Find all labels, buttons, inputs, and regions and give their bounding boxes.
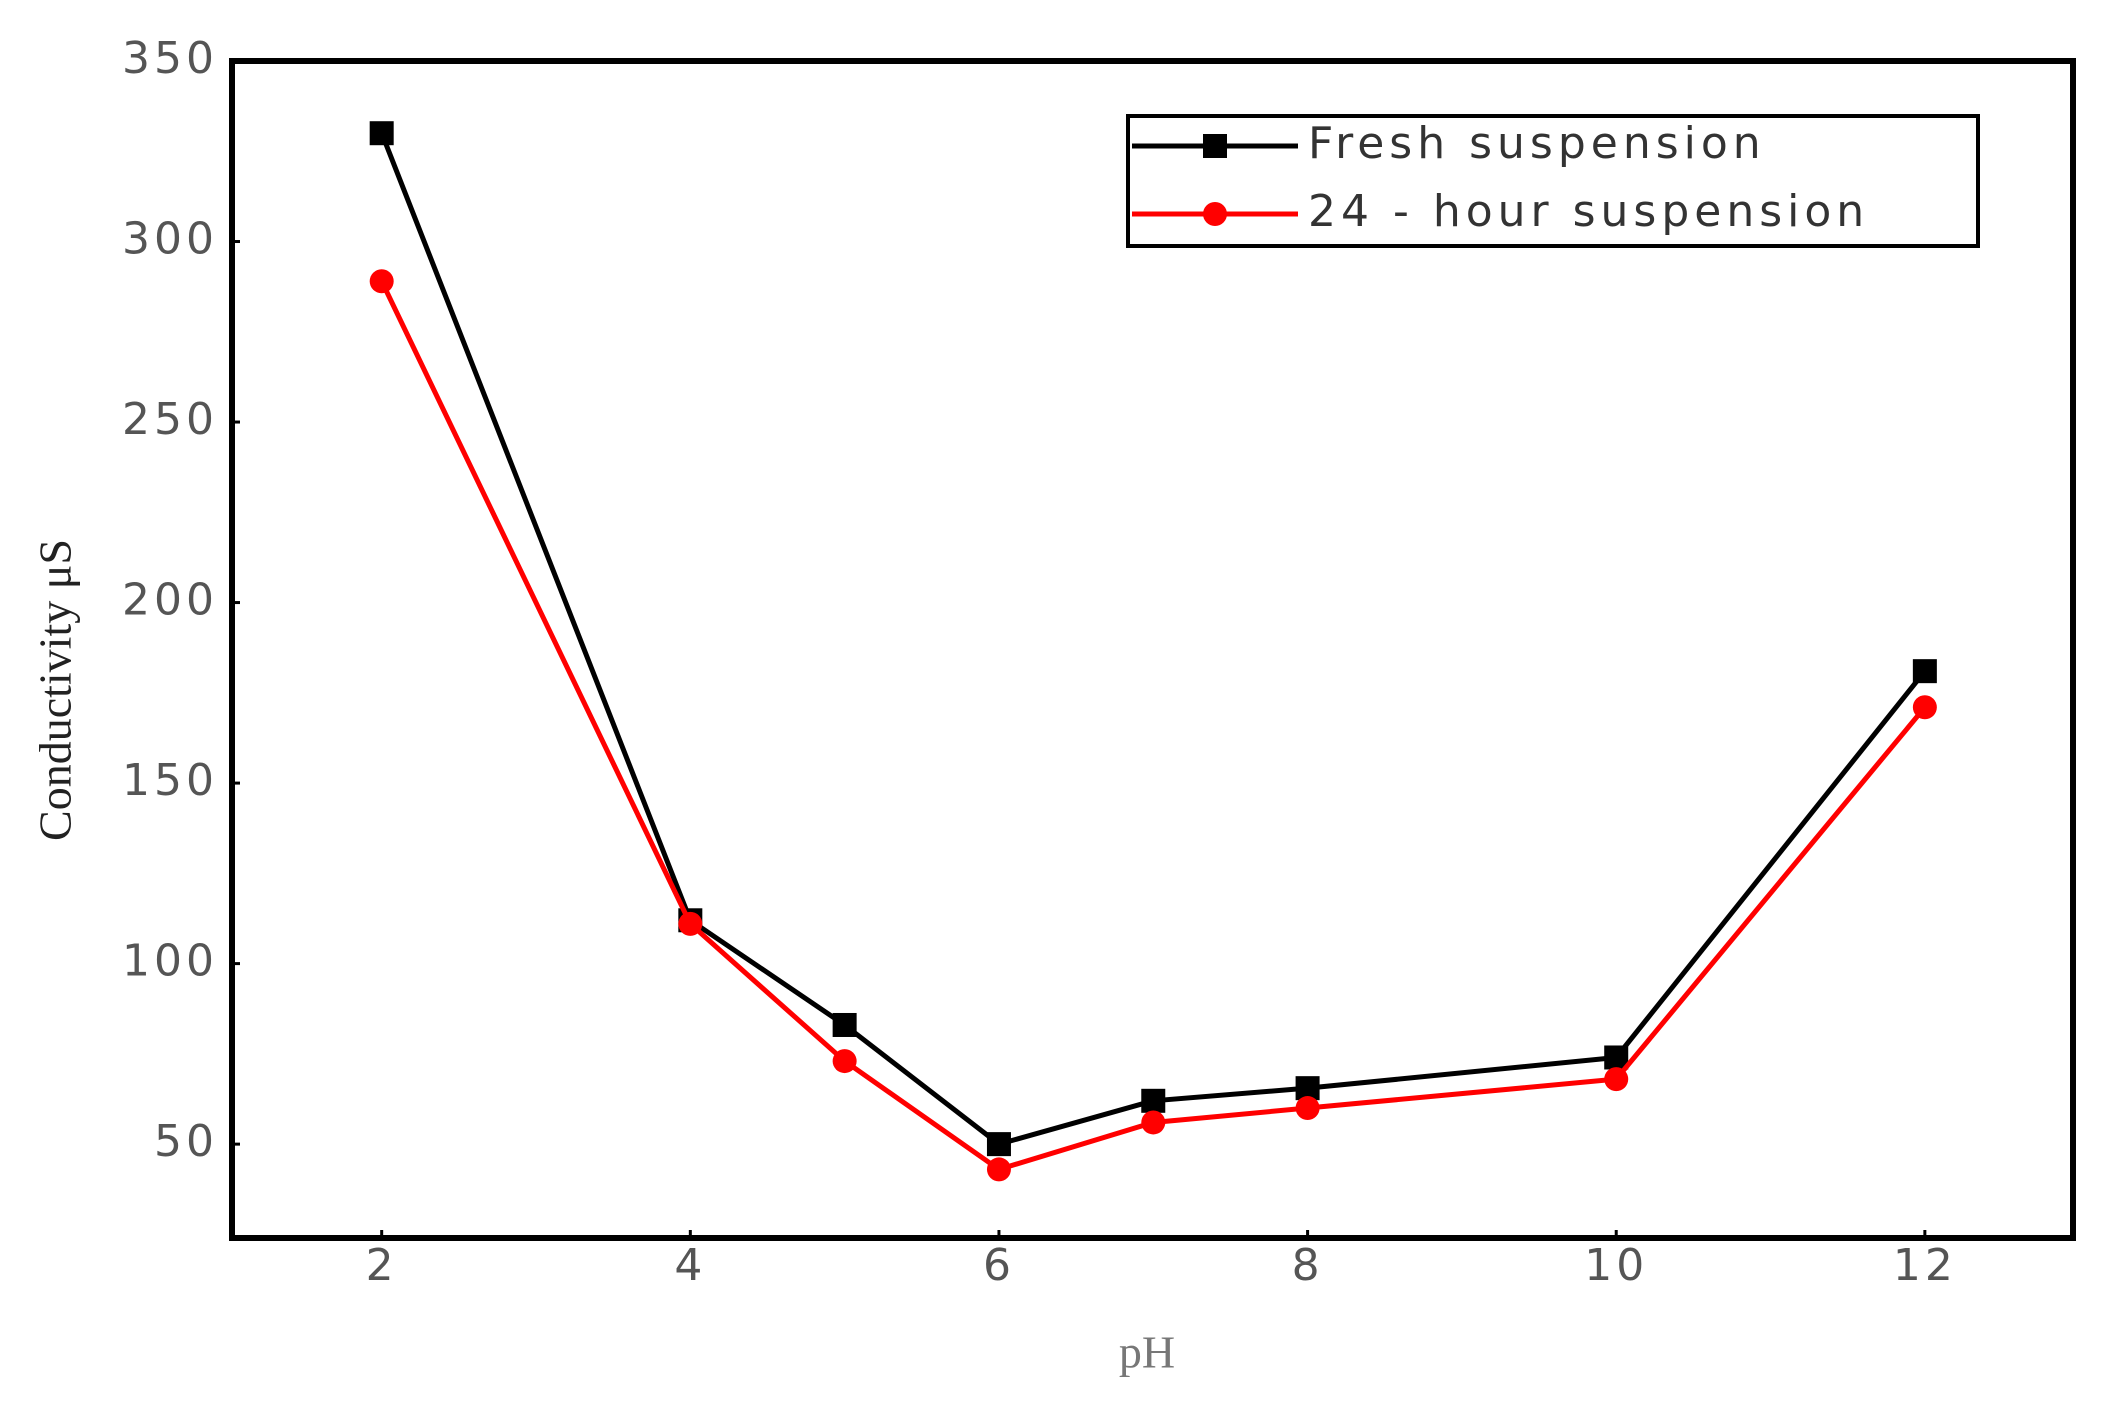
y-tick-label: 100: [122, 936, 218, 987]
marker: [1604, 1045, 1629, 1070]
series-line: [379, 280, 1927, 1173]
legend-marker: [1203, 134, 1227, 158]
marker: [986, 1157, 1011, 1182]
legend-label: Fresh suspension: [1308, 118, 1766, 169]
y-tick-label: 150: [122, 755, 218, 806]
y-tick-label: 300: [122, 214, 218, 265]
y-tick-label: 200: [122, 575, 218, 626]
legend-box: [1126, 114, 1980, 248]
y-tick-label: 50: [154, 1116, 218, 1167]
legend-marker: [1203, 202, 1227, 226]
marker: [369, 269, 394, 294]
marker: [832, 1012, 857, 1037]
marker: [1141, 1110, 1166, 1135]
marker: [678, 911, 703, 936]
series-line: [379, 132, 1927, 1147]
x-tick-label: 10: [1584, 1240, 1648, 1291]
y-axis-label: Conductivity μS: [30, 539, 81, 841]
marker: [986, 1132, 1011, 1157]
marker: [1141, 1088, 1166, 1113]
plot-frame: [229, 58, 2076, 1241]
x-tick-label: 2: [366, 1240, 398, 1291]
x-axis-label: pH: [1119, 1327, 1175, 1378]
marker: [1295, 1096, 1320, 1121]
marker: [1604, 1067, 1629, 1092]
marker: [369, 121, 394, 146]
y-tick-label: 350: [122, 33, 218, 84]
legend-label: 24 - hour suspension: [1308, 186, 1869, 237]
marker: [1912, 695, 1937, 720]
x-tick-label: 6: [983, 1240, 1015, 1291]
x-tick-label: 12: [1893, 1240, 1957, 1291]
x-tick-label: 4: [674, 1240, 706, 1291]
x-tick-label: 8: [1292, 1240, 1324, 1291]
y-tick-label: 250: [122, 394, 218, 445]
marker: [832, 1049, 857, 1074]
marker: [1912, 659, 1937, 684]
